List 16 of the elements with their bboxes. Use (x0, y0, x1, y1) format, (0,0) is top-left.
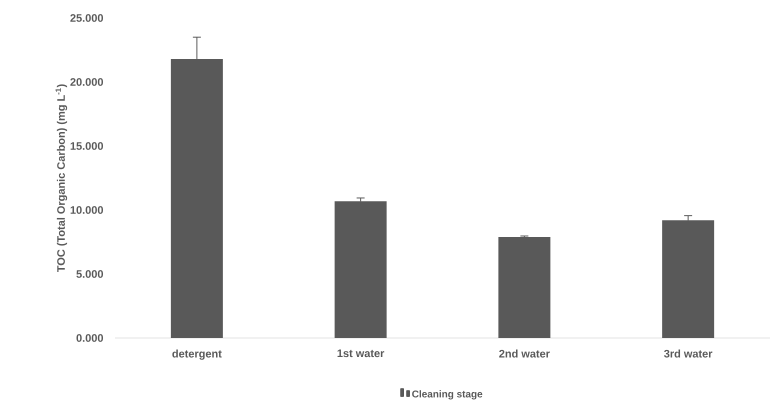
y-tick-label: 15.000 (70, 142, 104, 150)
x-tick-label: detergent (172, 350, 222, 360)
legend-label: Cleaning stage (412, 390, 482, 400)
y-tick-label: 10.000 (70, 206, 104, 214)
y-tick-label: 20.000 (70, 78, 104, 86)
bar (170, 58, 223, 338)
x-tick-label: 3rd water (664, 350, 712, 358)
x-tick-label: 2nd water (499, 350, 550, 358)
y-tick-label: 5.000 (76, 270, 104, 278)
bar (498, 237, 550, 338)
x-tick-label: 1st water (338, 350, 384, 358)
bar (662, 220, 714, 338)
bar (334, 201, 387, 338)
y-tick-label: 0.000 (76, 334, 104, 342)
y-axis-title: TOC (Total Organic Carbon) (mg L$^{-1}$) (56, 84, 68, 272)
y-tick-label: 25.000 (70, 14, 104, 22)
